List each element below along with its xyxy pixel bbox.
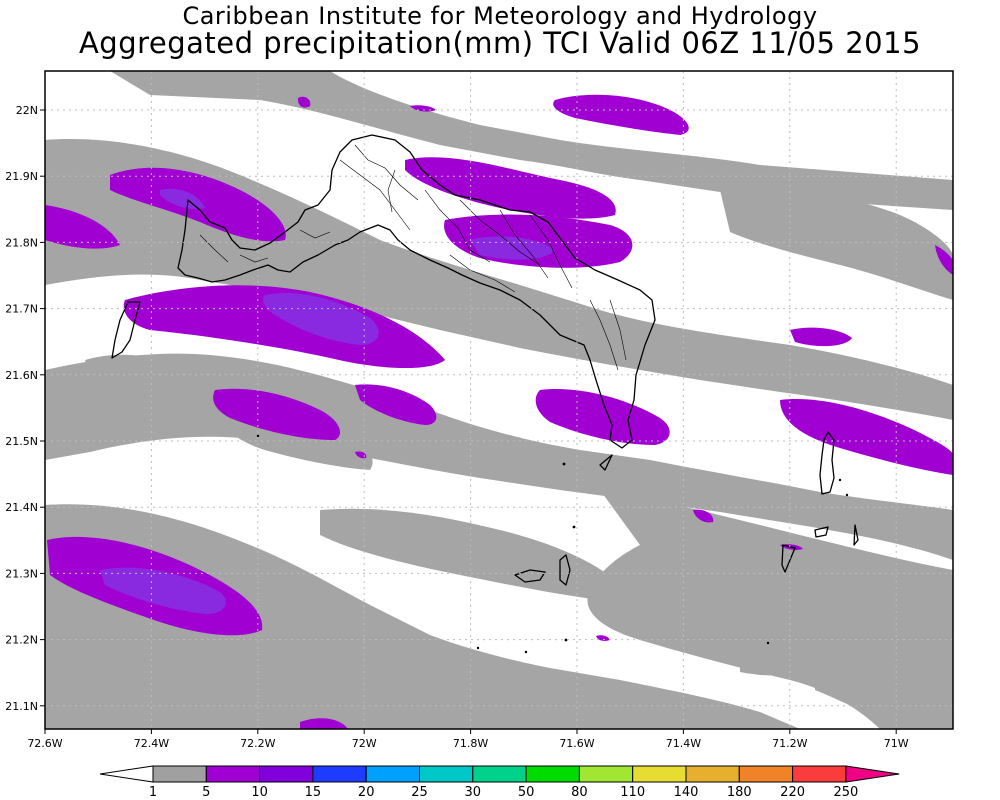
- colorbar-swatch: [472, 765, 527, 783]
- colorbar-label: 20: [358, 785, 375, 800]
- latitude-axis: 22N 21.9N 21.8N 21.7N 21.6N 21.5N 21.4N 21.3N 21…: [5, 104, 45, 713]
- colorbar-over-triangle: [845, 765, 900, 783]
- y-tick-label: 21.9N: [5, 170, 38, 183]
- x-tick-label: 71.4W: [666, 737, 701, 750]
- x-tick-label: 71.8W: [453, 737, 488, 750]
- colorbar-label: 50: [518, 785, 535, 800]
- map-frame: [44, 70, 954, 730]
- island-detail-lines: [199, 144, 627, 371]
- x-tick-label: 72.2W: [240, 737, 275, 750]
- y-tick-label: 21.7N: [5, 303, 38, 316]
- colorbar-label: 220: [780, 785, 805, 800]
- y-tick-label: 22N: [16, 104, 38, 117]
- colorbar-swatch: [792, 765, 847, 783]
- colorbar-swatch: [632, 765, 687, 783]
- y-tick-label: 21.6N: [5, 369, 38, 382]
- colorbar-swatch: [152, 765, 207, 783]
- colorbar-swatch: [525, 765, 580, 783]
- y-tick-label: 21.2N: [5, 634, 38, 647]
- colorbar-swatch: [205, 765, 261, 783]
- y-tick-label: 21.5N: [5, 435, 38, 448]
- x-tick-label: 71.6W: [559, 737, 594, 750]
- x-tick-label: 72W: [352, 737, 377, 750]
- islets: [256, 434, 849, 654]
- longitude-axis: 72.6W 72.4W 72.2W 72W 71.8W 71.6W 71.4W 71.2W 71…: [27, 729, 909, 750]
- colorbar-swatch: [312, 765, 367, 783]
- colorbar-label: 180: [727, 785, 752, 800]
- colorbar-label: 25: [411, 785, 428, 800]
- colorbar-swatch: [419, 765, 474, 783]
- map-subtitle: Aggregated precipitation(mm) TCI Valid 0…: [78, 26, 922, 60]
- colorbar-under-triangle: [99, 765, 154, 783]
- y-tick-label: 21.8N: [5, 236, 38, 249]
- colorbar-swatch: [685, 765, 740, 783]
- colorbar-label: 5: [202, 785, 210, 800]
- colorbar-swatch: [365, 765, 421, 783]
- precip-band-light: [45, 71, 953, 729]
- x-tick-label: 72.6W: [27, 737, 62, 750]
- x-tick-label: 71W: [884, 737, 909, 750]
- colorbar-swatch: [259, 765, 314, 783]
- colorbar-legend: 1 5 10 15 20 25 30 50 80 110 140 180 220 250: [99, 765, 900, 800]
- colorbar-label: 15: [305, 785, 322, 800]
- colorbar-label: 80: [571, 785, 588, 800]
- coastlines: [111, 134, 859, 586]
- colorbar-swatch: [578, 765, 634, 783]
- y-tick-label: 21.1N: [5, 700, 38, 713]
- y-tick-label: 21.3N: [5, 567, 38, 580]
- map-plot-area: [45, 71, 953, 729]
- colorbar-swatch: [738, 765, 794, 783]
- colorbar-label: 140: [674, 785, 699, 800]
- colorbar-label: 30: [465, 785, 482, 800]
- colorbar-label: 250: [833, 785, 858, 800]
- x-tick-label: 72.4W: [134, 737, 169, 750]
- x-tick-label: 71.2W: [772, 737, 807, 750]
- y-tick-label: 21.4N: [5, 501, 38, 514]
- graticule: [45, 71, 953, 729]
- colorbar-label: 10: [251, 785, 268, 800]
- colorbar-label: 1: [149, 785, 157, 800]
- colorbar-label: 110: [620, 785, 645, 800]
- map-title: Caribbean Institute for Meteorology and …: [182, 2, 818, 30]
